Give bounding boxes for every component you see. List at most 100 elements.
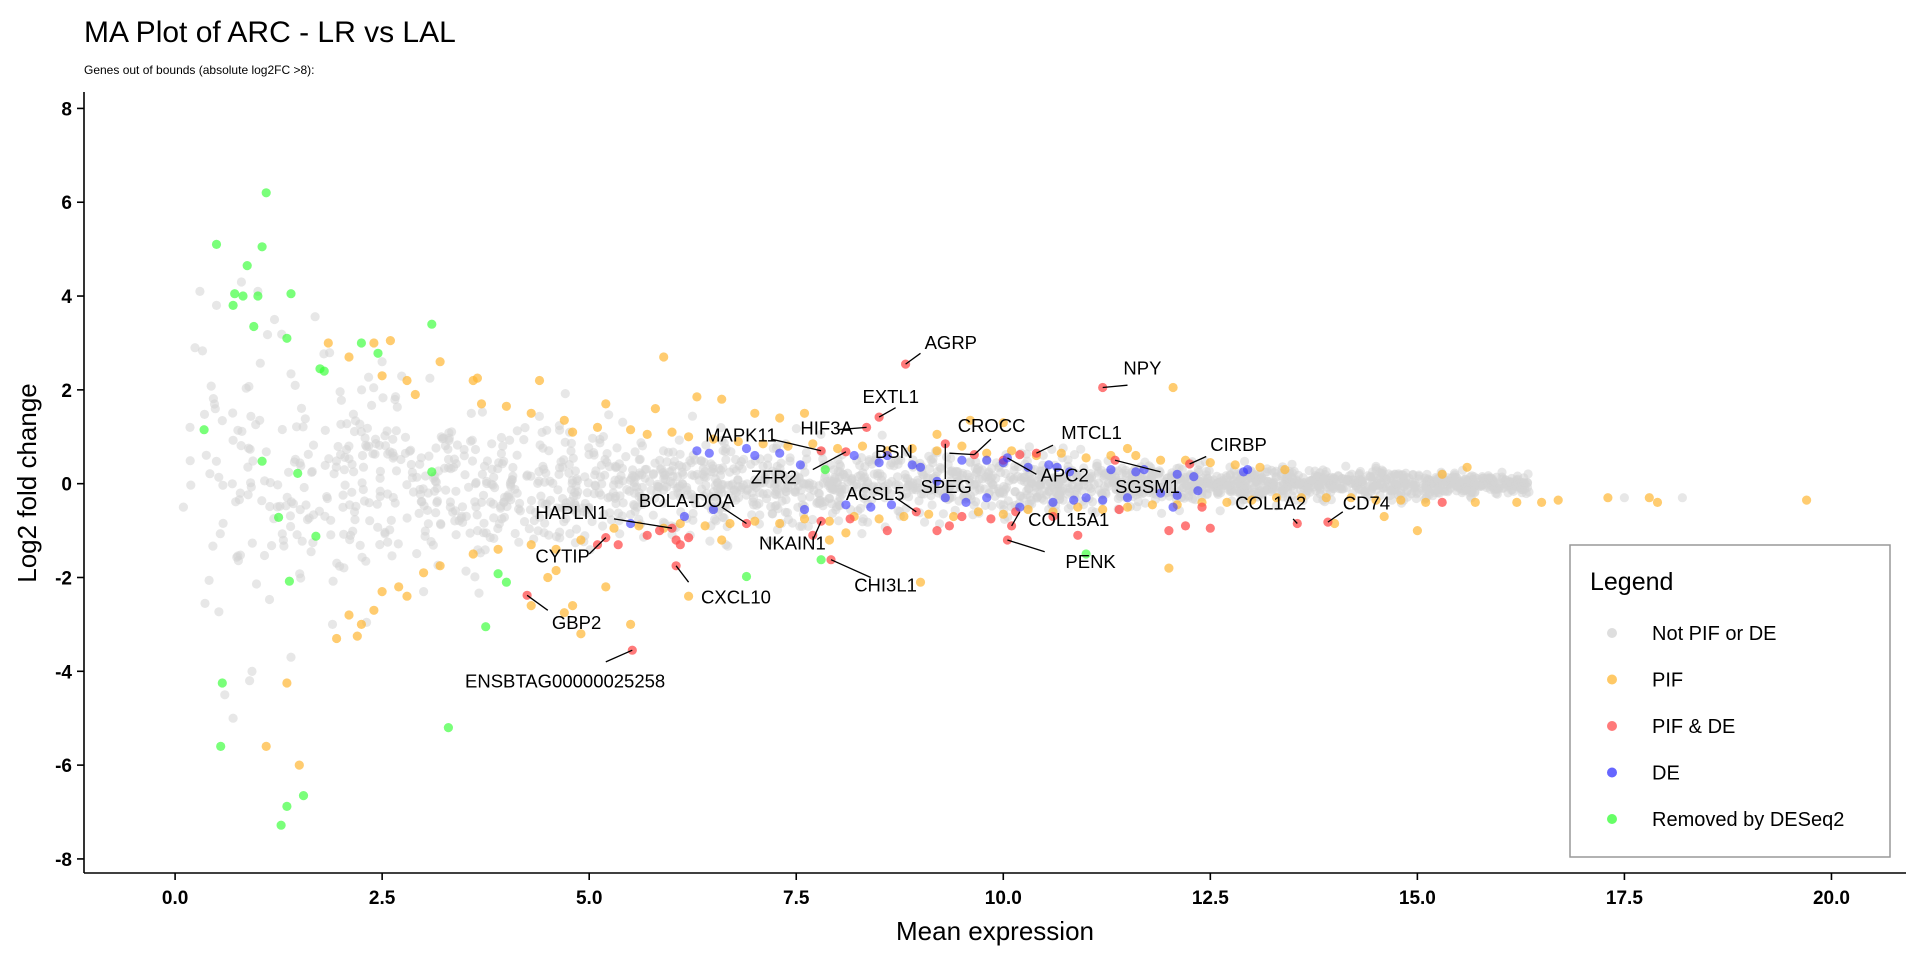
data-point [533,526,543,536]
data-point [813,497,823,507]
data-point [185,422,195,432]
data-point [1166,483,1177,493]
legend: Legend Not PIF or DE PIF PIF & DE DE Removed… [1569,544,1891,858]
data-point [512,426,522,436]
data-point [261,447,271,457]
data-point [402,375,412,386]
data-point [1164,563,1174,573]
data-point [813,488,824,498]
data-point [1677,493,1687,503]
axes [83,92,1906,874]
data-point [758,439,768,449]
data-point [1013,471,1023,482]
data-point [914,496,924,506]
gene-label: CD74 [1343,493,1390,514]
y-tick-label: 0 [61,475,72,496]
data-point [971,479,981,489]
data-point [1385,486,1395,496]
data-point [253,291,263,301]
data-point [1204,466,1214,476]
data-point [808,480,818,490]
data-point [855,503,866,513]
data-point [1024,442,1034,452]
data-point [636,438,646,448]
data-point [461,566,471,576]
data-point [217,416,227,426]
data-point [350,416,361,426]
data-point [1462,462,1472,472]
data-point [982,448,992,458]
data-point [284,576,294,586]
legend-box [1569,544,1891,858]
data-point [264,594,275,605]
data-point [795,460,806,470]
data-point [426,537,436,547]
data-point [597,479,607,489]
data-point [276,820,286,830]
data-point [946,466,956,476]
data-point [1644,493,1654,503]
data-point [899,511,909,522]
data-point [1168,382,1178,393]
data-point [594,488,604,498]
data-point [257,496,267,506]
data-point [1225,470,1236,480]
data-point [465,528,475,538]
data-point [345,535,355,545]
data-point [739,454,749,464]
data-point [708,434,719,444]
data-point [544,446,554,456]
data-point [780,507,791,517]
data-point [402,513,412,523]
legend-item-label: Removed by DESeq2 [1652,809,1844,831]
data-point [960,485,970,495]
data-point [1379,511,1389,522]
legend-key [1607,814,1617,824]
data-point [367,400,377,410]
data-point [805,492,815,502]
data-point [286,289,296,299]
data-point [208,394,218,404]
data-point [246,482,256,492]
gene-label: HIF3A [800,417,853,438]
data-point [761,470,771,480]
data-point [286,652,296,662]
data-point [570,466,581,476]
data-point [238,291,248,301]
data-point [236,277,246,287]
data-point [1296,493,1306,503]
data-point [1235,499,1245,509]
data-point [467,456,478,466]
data-point [808,530,818,540]
data-point [783,483,793,493]
data-point [178,502,188,512]
data-point [986,514,996,524]
data-point [227,479,237,489]
data-point [601,582,611,592]
data-point [711,492,721,502]
label-leader-line [973,438,992,456]
data-point [277,424,287,435]
data-point [629,500,639,510]
data-point [262,330,273,340]
data-point [755,478,766,488]
gene-label: ZFR2 [751,467,797,488]
y-tick-label: -6 [55,756,72,777]
data-point [236,441,246,451]
data-point [675,540,685,550]
data-point [493,523,503,534]
data-point [436,519,446,529]
data-point [1172,469,1182,479]
data-point [1289,486,1299,496]
data-point [708,504,719,515]
data-point [768,466,778,476]
data-point [1363,471,1373,481]
data-point [1056,448,1066,458]
data-point [1193,465,1203,475]
data-point [432,496,443,506]
data-point [1267,482,1277,492]
data-point [971,497,981,507]
data-point [526,495,537,506]
data-point [1146,474,1156,484]
data-point [664,467,675,477]
